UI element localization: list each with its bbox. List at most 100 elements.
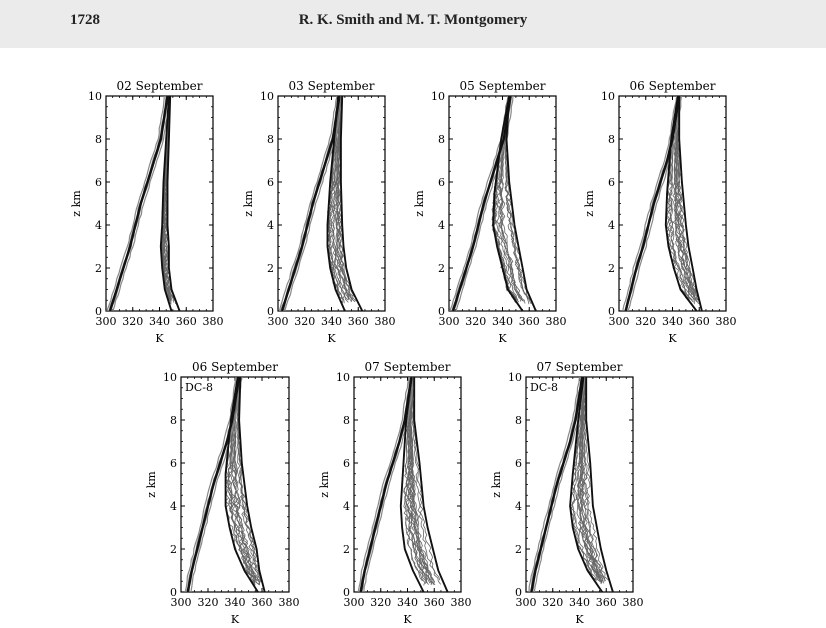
sounding-line (579, 380, 603, 584)
x-tick-label: 300 (96, 315, 117, 328)
sounding-line (584, 379, 609, 581)
y-tick-label: 0 (438, 305, 445, 318)
profile-line (585, 377, 614, 592)
y-tick-label: 0 (608, 305, 615, 318)
y-tick-label: 6 (438, 176, 445, 189)
plot-area (357, 377, 449, 592)
y-tick-label: 0 (170, 586, 177, 599)
x-tick-label: 380 (451, 596, 472, 609)
x-tick-label: 340 (321, 315, 342, 328)
sounding-line (410, 377, 435, 585)
y-tick-label: 0 (343, 586, 350, 599)
y-tick-label: 10 (88, 90, 102, 103)
x-tick-label: 340 (569, 596, 590, 609)
chart-panel: 300 320 340 360 380 0 2 4 6 8 10 03 September Kz km (242, 79, 396, 345)
adiabat-band-line (108, 96, 167, 311)
x-tick-label: 320 (198, 596, 219, 609)
y-tick-label: 6 (608, 176, 615, 189)
sounding-line (236, 378, 261, 586)
x-tick-label: 300 (344, 596, 365, 609)
x-tick-label: 340 (149, 315, 170, 328)
y-tick-label: 2 (608, 262, 615, 275)
y-tick-label: 6 (515, 457, 522, 470)
chart-panel: 300 320 340 360 380 0 2 4 6 8 10 02 September Kz km (70, 79, 224, 345)
y-tick-label: 6 (267, 176, 274, 189)
x-axis-label: K (668, 332, 677, 345)
y-tick-label: 0 (515, 586, 522, 599)
y-tick-label: 10 (431, 90, 445, 103)
sounding-line (334, 99, 350, 300)
chart-panel: 300 320 340 360 380 0 2 4 6 8 10 05 September Kz km (413, 79, 567, 345)
panel-note: DC-8 (530, 381, 558, 394)
panel-note: DC-8 (185, 381, 213, 394)
sounding-line (676, 98, 697, 303)
adiabat-band-line (184, 377, 237, 592)
x-tick-label: 320 (294, 315, 315, 328)
panel-title: 07 September (537, 360, 623, 374)
y-tick-label: 2 (343, 543, 350, 556)
sounding-line (409, 377, 431, 581)
x-tick-label: 320 (542, 596, 563, 609)
plot-area (278, 96, 364, 311)
y-tick-label: 2 (438, 262, 445, 275)
y-tick-label: 6 (170, 457, 177, 470)
y-axis-label: z km (242, 190, 255, 217)
y-tick-label: 4 (608, 219, 615, 232)
sounding-line (411, 377, 442, 585)
adiabat-band-line (455, 96, 514, 311)
y-tick-label: 4 (343, 500, 350, 513)
y-tick-label: 4 (515, 500, 522, 513)
panel-title: 02 September (117, 79, 203, 93)
sounding-line (332, 99, 349, 303)
y-tick-label: 6 (95, 176, 102, 189)
y-tick-label: 0 (95, 305, 102, 318)
x-tick-label: 320 (122, 315, 143, 328)
adiabat-band-line (622, 96, 678, 311)
x-tick-label: 300 (609, 315, 630, 328)
page-header: 1728 R. K. Smith and M. T. Montgomery (0, 0, 826, 48)
adiabat-band-line (363, 377, 415, 592)
chart-panel: 300 320 340 360 380 0 2 4 6 8 10 06 September Kz km D… (145, 360, 300, 626)
x-tick-label: 340 (225, 596, 246, 609)
figure-panels: 300 320 340 360 380 0 2 4 6 8 10 02 September Kz km 3… (70, 79, 737, 626)
x-tick-label: 360 (252, 596, 273, 609)
panel-title: 06 September (192, 360, 278, 374)
profile-line (530, 377, 584, 592)
y-tick-label: 8 (170, 414, 177, 427)
y-tick-label: 10 (163, 371, 177, 384)
y-axis-label: z km (413, 190, 426, 217)
page-number: 1728 (70, 12, 100, 28)
sounding-line (161, 97, 171, 301)
adiabat-band-line (112, 96, 172, 311)
panel-title: 05 September (460, 79, 546, 93)
y-tick-label: 8 (515, 414, 522, 427)
profile-line (166, 96, 181, 311)
profile-line (413, 377, 449, 592)
x-tick-label: 340 (662, 315, 683, 328)
x-tick-label: 360 (424, 596, 445, 609)
sounding-line (676, 97, 698, 301)
sounding-line (410, 378, 434, 585)
y-tick-label: 6 (343, 457, 350, 470)
x-tick-label: 380 (203, 315, 224, 328)
x-tick-label: 380 (623, 596, 644, 609)
x-tick-label: 380 (375, 315, 396, 328)
x-tick-label: 320 (370, 596, 391, 609)
x-axis-label: K (403, 613, 412, 626)
adiabat-band-line (284, 96, 344, 311)
profile-line (339, 96, 364, 311)
adiabat-band-line (449, 96, 509, 311)
y-tick-label: 10 (601, 90, 615, 103)
profile-line (326, 96, 346, 311)
profile-line (505, 96, 537, 311)
y-axis-label: z km (145, 471, 158, 498)
plot-area (528, 377, 614, 592)
y-tick-label: 2 (515, 543, 522, 556)
profile-line (359, 377, 413, 592)
adiabat-band-line (627, 96, 683, 311)
sounding-line (582, 378, 606, 582)
y-tick-label: 8 (95, 133, 102, 146)
y-axis-label: z km (490, 471, 503, 498)
profile-line (159, 96, 173, 311)
plot-area (449, 96, 537, 311)
